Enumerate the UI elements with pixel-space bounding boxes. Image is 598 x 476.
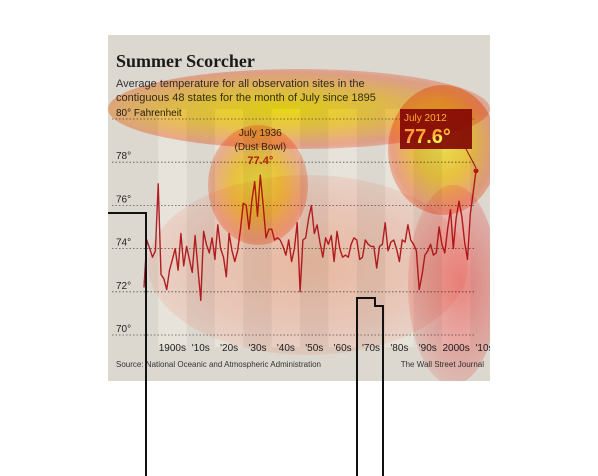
x-tick-label: '90s <box>419 343 437 354</box>
x-tick-label: '50s <box>305 343 323 354</box>
y-tick-label: 74° <box>116 238 131 249</box>
y-tick-label: 72° <box>116 281 131 292</box>
series-layer <box>143 170 477 302</box>
publisher-credit: The Wall Street Journal <box>400 360 484 369</box>
endpoint-marker <box>473 168 479 174</box>
scan-artifact-mid-h <box>356 297 374 299</box>
scan-artifact-mid-h2 <box>374 305 384 307</box>
x-tick-label: '10s <box>475 343 490 354</box>
x-tick-label: 1900s <box>159 343 186 354</box>
x-tick-label: '60s <box>334 343 352 354</box>
scan-artifact-mid-v2 <box>374 297 376 307</box>
scan-artifact-mid <box>356 297 358 476</box>
x-tick-label: '80s <box>390 343 408 354</box>
source-note: Source: National Oceanic and Atmospheric… <box>116 360 321 369</box>
chart-title: Summer Scorcher <box>116 51 255 71</box>
chart-card: Summer Scorcher Average temperature for … <box>108 35 490 381</box>
annotation-1936-line2: (Dust Bowl) <box>234 142 286 153</box>
x-axis-ticks: 1900s '10s '20s '30s '40s '50s '60s '70s '80s '90… <box>159 343 490 354</box>
annotation-2012-value: 77.6° <box>404 126 451 148</box>
scan-artifact-left <box>108 212 146 214</box>
y-tick-label: 80° Fahrenheit <box>116 108 182 119</box>
y-tick-label: 70° <box>116 324 131 335</box>
x-tick-label: '20s <box>220 343 238 354</box>
endpoint-dot <box>473 168 479 174</box>
y-tick-label: 76° <box>116 194 131 205</box>
decade-band <box>158 109 187 347</box>
x-tick-label: '10s <box>192 343 210 354</box>
y-tick-label: 78° <box>116 151 131 162</box>
x-tick-label: '40s <box>277 343 295 354</box>
annotation-2012-line1: July 2012 <box>404 113 447 124</box>
decade-band <box>328 109 357 347</box>
annotation-1936-line1: July 1936 <box>239 128 282 139</box>
x-tick-label: 2000s <box>443 343 470 354</box>
scan-artifact-left-vert <box>145 212 147 476</box>
series-line <box>143 170 477 302</box>
temperature-line-chart: 70° 72° 74° 76° 78° 80° Fahrenheit 1900s '10s '… <box>112 108 490 354</box>
x-tick-label: '30s <box>248 343 266 354</box>
annotation-1936-value: 77.4° <box>247 155 273 167</box>
scan-artifact-mid-v3 <box>382 305 384 476</box>
x-tick-label: '70s <box>362 343 380 354</box>
